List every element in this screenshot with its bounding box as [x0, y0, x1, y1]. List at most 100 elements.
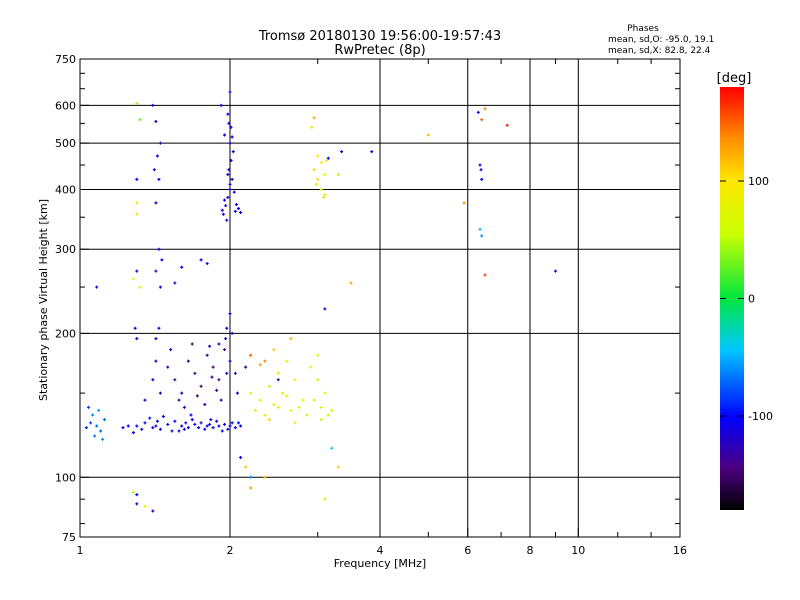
data-point	[151, 426, 155, 430]
data-point	[86, 405, 90, 409]
data-point	[160, 258, 164, 262]
data-point	[151, 509, 155, 513]
data-point	[232, 190, 236, 194]
data-point	[170, 429, 174, 433]
data-point	[276, 405, 280, 409]
data-point	[151, 378, 155, 382]
data-point	[263, 413, 267, 417]
data-point	[219, 103, 223, 107]
data-point	[135, 493, 139, 497]
data-point	[239, 455, 243, 459]
data-point	[231, 150, 235, 154]
x-tick-label: 16	[673, 544, 687, 557]
data-point	[505, 123, 509, 127]
data-point	[97, 408, 101, 412]
data-point	[186, 426, 190, 430]
data-point	[158, 141, 162, 145]
data-point	[84, 426, 88, 430]
data-point	[154, 269, 158, 273]
data-point	[95, 285, 99, 289]
data-point	[462, 201, 466, 205]
data-point	[197, 426, 201, 430]
x-axis-label: Frequency [MHz]	[334, 557, 426, 570]
data-point	[276, 378, 280, 382]
stats-title: Phases	[627, 24, 659, 34]
data-point	[319, 418, 323, 422]
colorbar-unit-label: [deg]	[717, 71, 752, 86]
data-point	[154, 337, 158, 341]
data-point	[166, 365, 170, 369]
y-axis-label: Stationary phase Virtual Height [km]	[37, 199, 50, 401]
data-point	[223, 198, 227, 202]
data-point	[249, 475, 253, 479]
data-point	[478, 163, 482, 167]
data-point	[143, 421, 147, 425]
data-point	[138, 285, 142, 289]
data-point	[220, 429, 224, 433]
data-point	[336, 465, 340, 469]
data-point	[91, 413, 95, 417]
data-point	[133, 326, 137, 330]
data-point	[182, 405, 186, 409]
data-point	[230, 421, 234, 425]
data-point	[199, 384, 203, 388]
data-point	[319, 161, 323, 165]
data-point	[228, 90, 232, 94]
data-point	[289, 337, 293, 341]
data-point	[166, 422, 170, 426]
data-point	[193, 422, 197, 426]
data-point	[173, 281, 177, 285]
stats-x-mode: mean, sd,X: 82.8, 22.4	[608, 46, 711, 56]
data-point	[157, 177, 161, 181]
x-tick-label: 6	[464, 544, 471, 557]
data-point	[135, 177, 139, 181]
data-point	[236, 207, 240, 211]
data-point	[226, 427, 230, 431]
data-point	[276, 371, 280, 375]
data-point	[143, 398, 147, 402]
data-point	[221, 212, 225, 216]
data-point	[316, 154, 320, 158]
data-point	[158, 391, 162, 395]
data-point	[272, 348, 276, 352]
stats-o-mode: mean, sd,O: -95.0, 19.1	[608, 35, 714, 45]
data-point	[323, 307, 327, 311]
x-tick-label: 10	[571, 544, 585, 557]
data-point	[225, 371, 229, 375]
data-point	[324, 158, 328, 162]
data-point	[140, 427, 144, 431]
data-point	[226, 112, 230, 116]
data-point	[281, 391, 285, 395]
data-point	[103, 418, 107, 422]
data-point	[158, 285, 162, 289]
data-point	[233, 426, 237, 430]
data-point	[289, 408, 293, 412]
data-point	[135, 102, 139, 106]
data-point	[233, 371, 237, 375]
scatter-points	[84, 90, 557, 513]
data-point	[249, 486, 253, 490]
data-point	[180, 424, 184, 428]
data-point	[215, 388, 219, 392]
data-point	[227, 121, 231, 125]
data-point	[227, 168, 231, 172]
data-point	[135, 424, 139, 428]
data-point	[225, 218, 229, 222]
data-point	[184, 421, 188, 425]
data-point	[349, 281, 353, 285]
data-point	[215, 419, 219, 423]
data-point	[330, 408, 334, 412]
x-tick-label: 1	[77, 544, 84, 557]
data-point	[249, 391, 253, 395]
data-point	[154, 359, 158, 363]
data-point	[89, 421, 93, 425]
data-point	[233, 209, 237, 213]
data-point	[253, 408, 257, 412]
data-point	[205, 262, 209, 266]
data-point	[229, 125, 233, 129]
data-point	[223, 348, 227, 352]
data-point	[239, 424, 243, 428]
data-point	[312, 116, 316, 120]
data-point	[148, 416, 152, 420]
data-point	[336, 172, 340, 176]
